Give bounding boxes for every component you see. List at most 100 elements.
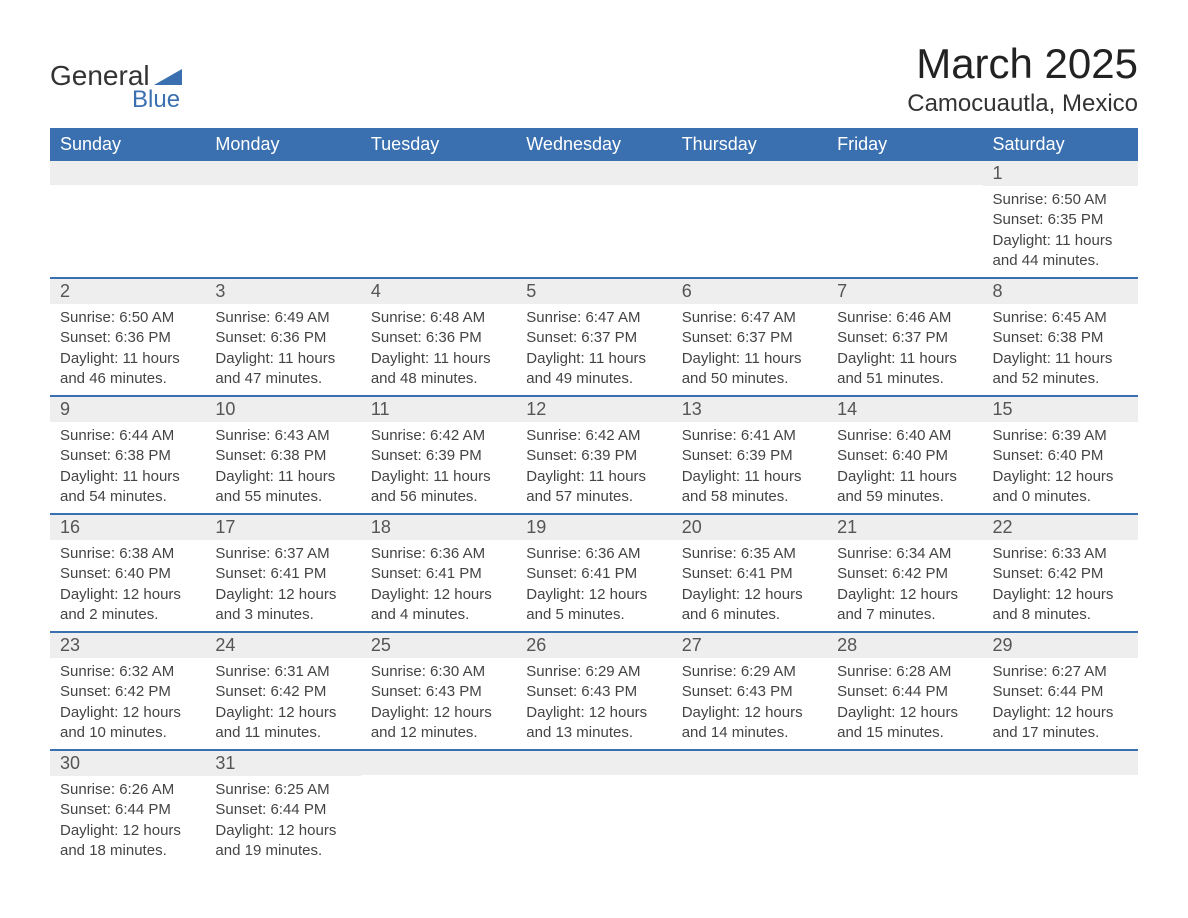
day-data: Sunrise: 6:50 AMSunset: 6:35 PMDaylight:… <box>983 186 1138 277</box>
sunset-line: Sunset: 6:41 PM <box>682 564 817 584</box>
sunset-line: Sunset: 6:38 PM <box>993 328 1128 348</box>
day-number: 28 <box>827 633 982 658</box>
day-data: Sunrise: 6:32 AMSunset: 6:42 PMDaylight:… <box>50 658 205 749</box>
sunrise-line: Sunrise: 6:42 AM <box>526 426 661 446</box>
daylight-line-2: and 5 minutes. <box>526 605 661 625</box>
calendar-cell: 3Sunrise: 6:49 AMSunset: 6:36 PMDaylight… <box>205 278 360 396</box>
sunset-line: Sunset: 6:42 PM <box>837 564 972 584</box>
sunset-line: Sunset: 6:39 PM <box>371 446 506 466</box>
day-number-empty <box>827 751 982 775</box>
day-data: Sunrise: 6:29 AMSunset: 6:43 PMDaylight:… <box>516 658 671 749</box>
daylight-line-2: and 58 minutes. <box>682 487 817 507</box>
sunrise-line: Sunrise: 6:33 AM <box>993 544 1128 564</box>
day-number: 2 <box>50 279 205 304</box>
day-data: Sunrise: 6:25 AMSunset: 6:44 PMDaylight:… <box>205 776 360 867</box>
day-data: Sunrise: 6:49 AMSunset: 6:36 PMDaylight:… <box>205 304 360 395</box>
day-data-empty <box>672 185 827 255</box>
day-data: Sunrise: 6:27 AMSunset: 6:44 PMDaylight:… <box>983 658 1138 749</box>
day-data-empty <box>205 185 360 255</box>
day-number: 23 <box>50 633 205 658</box>
daylight-line-1: Daylight: 11 hours <box>682 467 817 487</box>
daylight-line-2: and 55 minutes. <box>215 487 350 507</box>
sunrise-line: Sunrise: 6:28 AM <box>837 662 972 682</box>
day-data: Sunrise: 6:42 AMSunset: 6:39 PMDaylight:… <box>516 422 671 513</box>
calendar-cell: 9Sunrise: 6:44 AMSunset: 6:38 PMDaylight… <box>50 396 205 514</box>
calendar-cell: 28Sunrise: 6:28 AMSunset: 6:44 PMDayligh… <box>827 632 982 750</box>
sunset-line: Sunset: 6:40 PM <box>60 564 195 584</box>
daylight-line-2: and 18 minutes. <box>60 841 195 861</box>
daylight-line-1: Daylight: 12 hours <box>993 585 1128 605</box>
daylight-line-2: and 4 minutes. <box>371 605 506 625</box>
calendar-cell <box>827 161 982 278</box>
calendar-cell: 16Sunrise: 6:38 AMSunset: 6:40 PMDayligh… <box>50 514 205 632</box>
sunrise-line: Sunrise: 6:32 AM <box>60 662 195 682</box>
daylight-line-1: Daylight: 12 hours <box>215 585 350 605</box>
day-number: 4 <box>361 279 516 304</box>
calendar-cell: 4Sunrise: 6:48 AMSunset: 6:36 PMDaylight… <box>361 278 516 396</box>
calendar-cell <box>516 161 671 278</box>
sunset-line: Sunset: 6:42 PM <box>215 682 350 702</box>
calendar-cell: 5Sunrise: 6:47 AMSunset: 6:37 PMDaylight… <box>516 278 671 396</box>
daylight-line-1: Daylight: 12 hours <box>60 821 195 841</box>
day-number: 9 <box>50 397 205 422</box>
sunrise-line: Sunrise: 6:29 AM <box>682 662 817 682</box>
day-data: Sunrise: 6:36 AMSunset: 6:41 PMDaylight:… <box>361 540 516 631</box>
day-data: Sunrise: 6:41 AMSunset: 6:39 PMDaylight:… <box>672 422 827 513</box>
day-number-empty <box>361 161 516 185</box>
sunset-line: Sunset: 6:43 PM <box>682 682 817 702</box>
day-data: Sunrise: 6:48 AMSunset: 6:36 PMDaylight:… <box>361 304 516 395</box>
daylight-line-2: and 46 minutes. <box>60 369 195 389</box>
day-number-empty <box>516 161 671 185</box>
daylight-line-1: Daylight: 12 hours <box>682 703 817 723</box>
daylight-line-2: and 50 minutes. <box>682 369 817 389</box>
sunrise-line: Sunrise: 6:29 AM <box>526 662 661 682</box>
calendar-cell: 8Sunrise: 6:45 AMSunset: 6:38 PMDaylight… <box>983 278 1138 396</box>
calendar-cell <box>672 750 827 867</box>
day-number: 16 <box>50 515 205 540</box>
sunrise-line: Sunrise: 6:43 AM <box>215 426 350 446</box>
daylight-line-1: Daylight: 12 hours <box>682 585 817 605</box>
daylight-line-2: and 6 minutes. <box>682 605 817 625</box>
daylight-line-1: Daylight: 11 hours <box>526 467 661 487</box>
sunset-line: Sunset: 6:37 PM <box>682 328 817 348</box>
sunset-line: Sunset: 6:36 PM <box>215 328 350 348</box>
day-data-empty <box>983 775 1138 845</box>
day-number: 10 <box>205 397 360 422</box>
daylight-line-1: Daylight: 11 hours <box>526 349 661 369</box>
calendar-cell: 15Sunrise: 6:39 AMSunset: 6:40 PMDayligh… <box>983 396 1138 514</box>
day-number: 19 <box>516 515 671 540</box>
day-data: Sunrise: 6:39 AMSunset: 6:40 PMDaylight:… <box>983 422 1138 513</box>
daylight-line-2: and 57 minutes. <box>526 487 661 507</box>
day-data: Sunrise: 6:37 AMSunset: 6:41 PMDaylight:… <box>205 540 360 631</box>
day-number: 30 <box>50 751 205 776</box>
day-data-empty <box>516 775 671 845</box>
sunrise-line: Sunrise: 6:36 AM <box>526 544 661 564</box>
daylight-line-2: and 48 minutes. <box>371 369 506 389</box>
calendar-cell: 30Sunrise: 6:26 AMSunset: 6:44 PMDayligh… <box>50 750 205 867</box>
day-number-empty <box>827 161 982 185</box>
daylight-line-1: Daylight: 12 hours <box>837 703 972 723</box>
sunset-line: Sunset: 6:38 PM <box>215 446 350 466</box>
calendar-cell <box>361 750 516 867</box>
calendar-body: 1Sunrise: 6:50 AMSunset: 6:35 PMDaylight… <box>50 161 1138 867</box>
sunset-line: Sunset: 6:43 PM <box>371 682 506 702</box>
day-data: Sunrise: 6:28 AMSunset: 6:44 PMDaylight:… <box>827 658 982 749</box>
calendar-cell: 11Sunrise: 6:42 AMSunset: 6:39 PMDayligh… <box>361 396 516 514</box>
calendar-week-row: 16Sunrise: 6:38 AMSunset: 6:40 PMDayligh… <box>50 514 1138 632</box>
daylight-line-2: and 10 minutes. <box>60 723 195 743</box>
day-data-empty <box>50 185 205 255</box>
sunset-line: Sunset: 6:36 PM <box>60 328 195 348</box>
sunrise-line: Sunrise: 6:40 AM <box>837 426 972 446</box>
daylight-line-2: and 19 minutes. <box>215 841 350 861</box>
calendar-cell <box>516 750 671 867</box>
calendar-week-row: 9Sunrise: 6:44 AMSunset: 6:38 PMDaylight… <box>50 396 1138 514</box>
sunrise-line: Sunrise: 6:39 AM <box>993 426 1128 446</box>
calendar-cell: 19Sunrise: 6:36 AMSunset: 6:41 PMDayligh… <box>516 514 671 632</box>
calendar-cell <box>983 750 1138 867</box>
daylight-line-1: Daylight: 12 hours <box>526 585 661 605</box>
daylight-line-1: Daylight: 11 hours <box>215 349 350 369</box>
day-number: 20 <box>672 515 827 540</box>
day-number: 7 <box>827 279 982 304</box>
calendar-cell <box>361 161 516 278</box>
sunrise-line: Sunrise: 6:34 AM <box>837 544 972 564</box>
